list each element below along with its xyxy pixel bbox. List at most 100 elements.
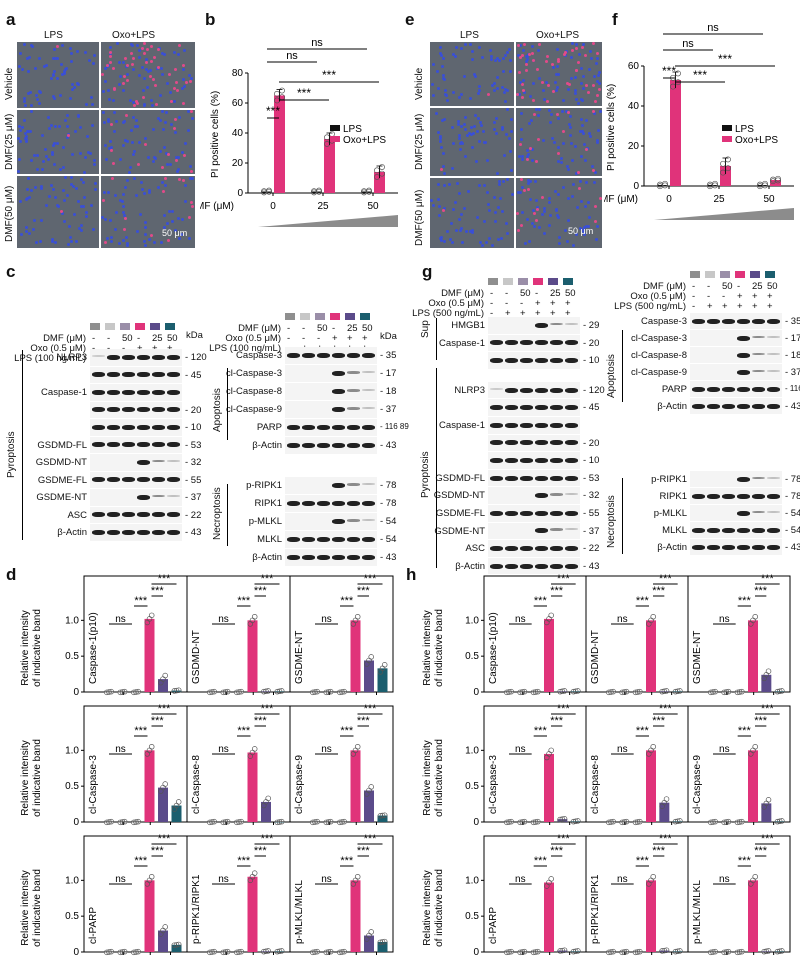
y-tick-label: 1.0 [65, 615, 79, 626]
blot-band [737, 493, 750, 499]
x-tick-label: 25 [317, 201, 329, 212]
data-point [674, 818, 681, 825]
blot-band [535, 528, 548, 534]
micrograph-e-0-1 [516, 42, 602, 106]
data-point [312, 949, 318, 955]
blot-band [767, 403, 780, 409]
blot-band [565, 546, 578, 551]
kda-header: kDa [186, 330, 203, 341]
blot-band [92, 424, 105, 430]
quant-panel-frame [289, 835, 394, 953]
blot-band [707, 318, 720, 324]
blot-band [737, 318, 750, 324]
blot-row-label: ASC [67, 509, 87, 521]
blot-band [362, 353, 375, 358]
blot-band [362, 371, 375, 373]
significance-label: *** [151, 585, 165, 597]
blot-band [565, 510, 578, 516]
blot-band [767, 476, 780, 479]
kda-marker: - 120 [583, 384, 605, 396]
quant-bar [364, 790, 374, 822]
x-tick-label: 50 [763, 194, 775, 205]
lane-color-chip [720, 271, 730, 278]
blot-band [767, 544, 780, 550]
blot-strip [90, 349, 182, 366]
group-bracket-line [436, 368, 437, 568]
significance-label: *** [254, 845, 268, 857]
data-point [236, 819, 242, 825]
blot-strip [285, 383, 377, 400]
group-bracket-line [436, 318, 437, 360]
blot-band [490, 440, 503, 446]
data-point [710, 819, 716, 825]
data-point [162, 672, 168, 679]
condition-label: Oxo (0.5 μM) [225, 333, 281, 344]
quant-panel-label: GSDMD-NT [191, 630, 202, 684]
kda-marker: - 45 [583, 402, 600, 414]
y-tick-label: 0.5 [465, 781, 479, 792]
data-point [368, 784, 374, 790]
data-point [723, 949, 730, 955]
data-point [723, 689, 730, 695]
significance-label: *** [266, 104, 280, 118]
blot-band [317, 425, 330, 430]
data-point [276, 948, 283, 955]
blot-band [167, 529, 180, 535]
blot-strip [90, 436, 182, 453]
data-point [663, 688, 670, 694]
blot-band [332, 519, 345, 524]
condition-value: - [137, 333, 141, 344]
blot-strip [690, 381, 782, 397]
significance-label: *** [534, 855, 548, 867]
data-point [121, 818, 128, 825]
quant-bar [350, 750, 361, 822]
blot-strip [90, 471, 182, 488]
micrograph-e-2-0 [430, 178, 514, 248]
kda-marker: - 35 [380, 350, 397, 361]
blot-band [505, 475, 518, 481]
data-point [279, 87, 285, 94]
blot-band [167, 372, 180, 378]
quant-panel-frame [289, 705, 394, 823]
significance-label: *** [738, 725, 752, 737]
blot-band [520, 510, 533, 516]
data-point [663, 796, 670, 802]
blot-band [362, 443, 375, 448]
data-point [312, 689, 318, 695]
significance-label: *** [340, 595, 354, 607]
lane-color-chip [503, 278, 513, 285]
blot-band [565, 528, 578, 531]
blot-band [752, 386, 765, 392]
condition-value: - [107, 343, 110, 354]
condition-value: + [722, 301, 728, 312]
significance-label: *** [761, 833, 775, 845]
blot-row-label: cl-Caspase-9 [226, 404, 282, 415]
lane-color-chip [330, 313, 340, 320]
data-point [559, 688, 566, 695]
kda-marker: - 78 [380, 498, 397, 509]
data-point [610, 948, 616, 955]
blot-band [137, 372, 150, 378]
data-point [634, 689, 641, 695]
blot-band [520, 422, 533, 428]
blot-strip [690, 364, 782, 380]
blot-band [737, 386, 750, 392]
blot-band [535, 510, 548, 516]
blot-band [137, 424, 150, 430]
blot-band [722, 493, 735, 499]
blot-band [722, 318, 735, 324]
significance-label: ns [515, 614, 526, 625]
kda-marker: - 116 89 [380, 422, 409, 431]
blot-band [490, 563, 503, 569]
y-tick-label: 0.5 [465, 651, 479, 662]
blot-band [332, 483, 345, 488]
blot-band [707, 493, 720, 499]
blot-band [565, 493, 578, 496]
lane-color-chip [300, 313, 310, 320]
data-point [779, 818, 785, 824]
data-point [329, 131, 335, 138]
blot-band [752, 493, 765, 499]
blot-band [167, 354, 180, 360]
panel-letter-g: g [422, 262, 433, 281]
data-point [575, 948, 581, 954]
